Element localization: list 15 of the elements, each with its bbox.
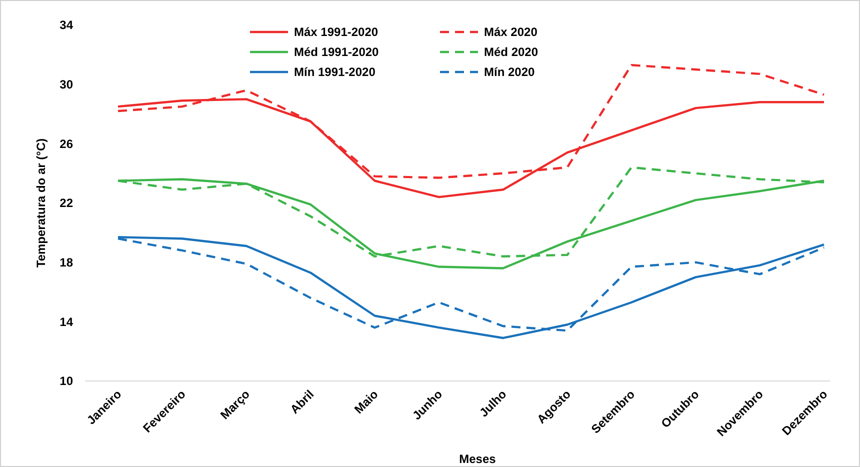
legend-label: Méd 1991-2020	[294, 45, 380, 60]
legend-label: Méd 2020	[484, 45, 538, 60]
legend-label: Mín 2020	[484, 65, 536, 80]
y-tick-label: 26	[60, 136, 74, 151]
x-axis-title: Meses	[459, 452, 496, 466]
legend-label: Mín 1991-2020	[294, 65, 376, 80]
y-tick-label: 30	[60, 78, 74, 92]
legend-label: Máx 2020	[484, 25, 538, 40]
y-tick-label: 10	[60, 374, 74, 388]
y-tick-label: 14	[60, 314, 74, 329]
y-tick-label: 18	[60, 256, 74, 270]
y-tick-label: 34	[60, 18, 74, 32]
y-axis-title: Temperatura do ar (°C)	[34, 138, 48, 268]
legend-label: Máx 1991-2020	[294, 25, 378, 40]
y-tick-label: 22	[60, 196, 74, 210]
